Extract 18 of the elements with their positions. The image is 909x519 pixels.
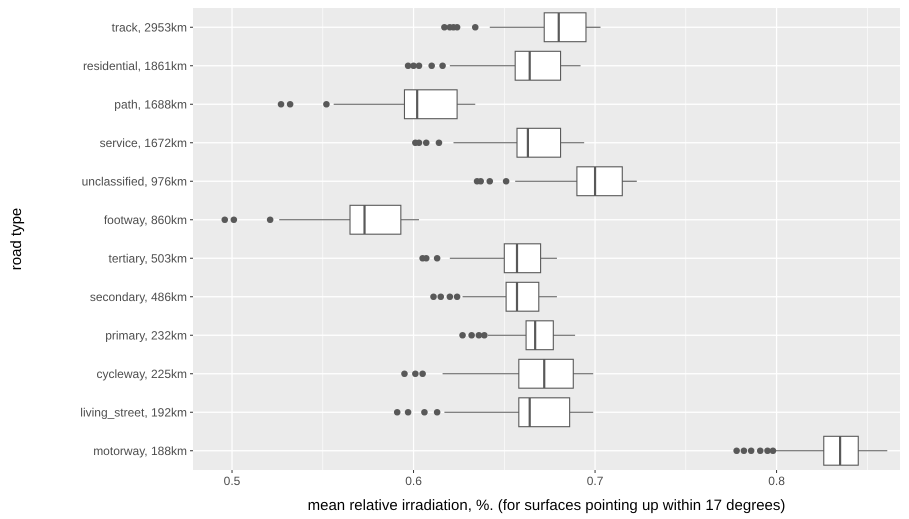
x-tick-label: 0.7 — [586, 474, 604, 488]
y-tick-label: footway, 860km — [104, 212, 187, 227]
y-tick-label: secondary, 486km — [90, 290, 187, 304]
y-tick-label: tertiary, 503km — [108, 251, 188, 266]
y-tick-label: residential, 1861km — [82, 58, 187, 73]
y-tick-label: service, 1672km — [100, 136, 187, 150]
y-tick-label: unclassified, 976km — [82, 174, 187, 188]
y-tick-label: motorway, 188km — [93, 444, 187, 458]
y-tick-label: path, 1688km — [114, 97, 187, 112]
y-tick-label: cycleway, 225km — [96, 366, 187, 381]
x-tick-label: 0.6 — [405, 474, 422, 488]
x-tick-label: 0.8 — [768, 474, 786, 488]
x-tick-label: 0.5 — [224, 474, 241, 488]
x-axis-title: mean relative irradiation, %. (for surfaces pointing up within 17 degrees) — [308, 497, 786, 514]
y-tick-label: primary, 232km — [105, 328, 188, 342]
y-axis-title: road type — [8, 208, 25, 270]
y-tick-label: track, 2953km — [112, 20, 187, 34]
y-tick-label: living_street, 192km — [80, 405, 187, 420]
